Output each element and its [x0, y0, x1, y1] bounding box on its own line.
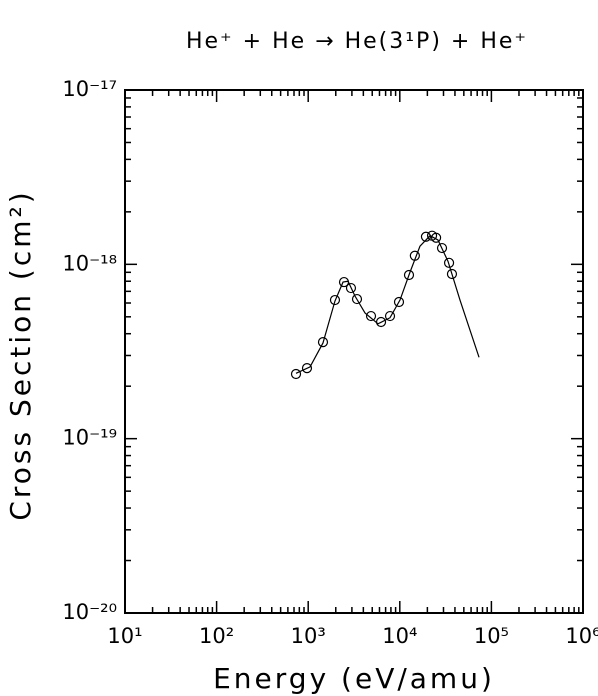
data-point — [317, 337, 329, 348]
y-tick-label: 10⁻¹⁷ — [62, 77, 117, 101]
data-point — [290, 368, 302, 380]
y-tick-label: 10⁻¹⁸ — [62, 251, 117, 275]
x-tick-label: 10⁴ — [382, 624, 417, 648]
chart-title: He⁺ + He → He(3¹P) + He⁺ — [186, 29, 528, 54]
fit-line — [295, 234, 480, 374]
data-point — [446, 268, 458, 280]
x-tick-label: 10² — [199, 624, 234, 648]
x-axis-title: Energy (eV/amu) — [213, 662, 495, 695]
x-tick-label: 10³ — [291, 624, 326, 648]
data-point — [301, 362, 313, 374]
x-tick-label: 10⁶ — [565, 624, 598, 648]
data-point — [384, 310, 396, 322]
data-point — [345, 282, 357, 294]
data-point — [436, 242, 448, 254]
data-point — [403, 269, 415, 281]
data-point — [351, 293, 363, 305]
plot-frame — [124, 89, 584, 614]
data-point — [443, 257, 455, 268]
y-tick-label: 10⁻¹⁹ — [62, 426, 117, 450]
data-point — [430, 232, 442, 243]
x-tick-label: 10⁵ — [474, 624, 509, 648]
y-tick-label: 10⁻²⁰ — [62, 600, 117, 624]
data-point — [329, 294, 341, 306]
y-axis-title: Cross Section (cm²) — [4, 189, 37, 520]
x-tick-label: 10¹ — [107, 624, 142, 648]
data-point — [393, 296, 405, 308]
data-point — [420, 231, 432, 242]
data-point — [365, 310, 377, 322]
